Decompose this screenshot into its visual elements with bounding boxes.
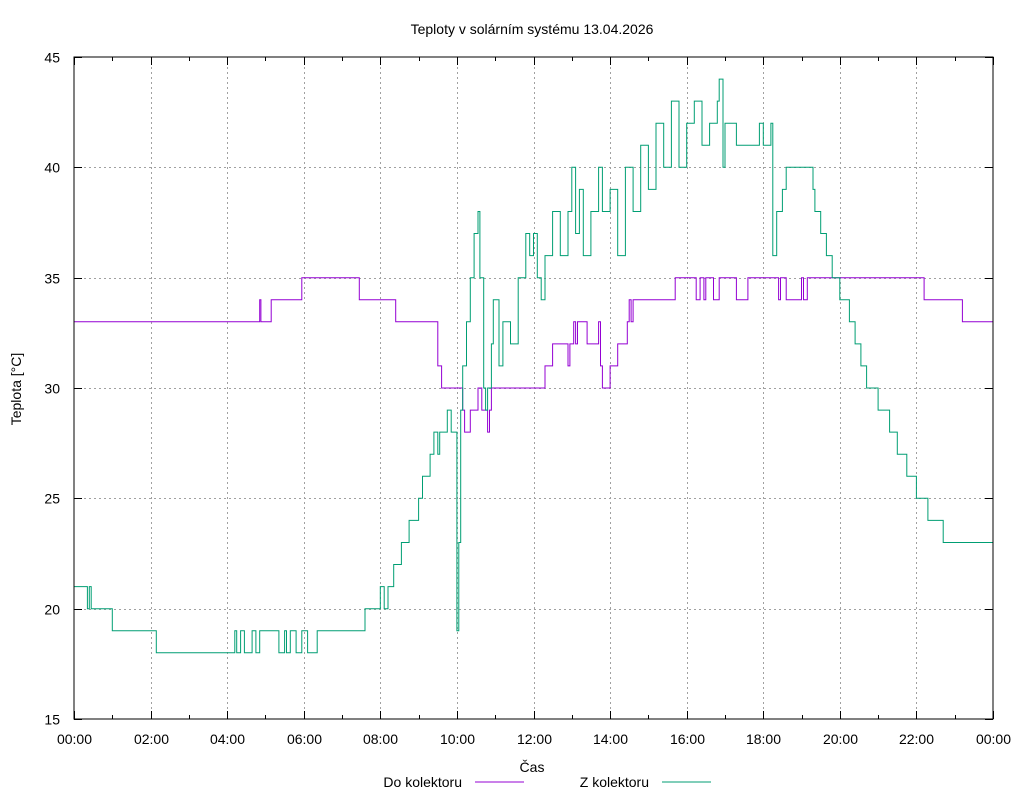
y-tick-label: 35 [44, 271, 60, 287]
x-axis-tick-labels: 00:00 02:00 04:00 06:00 08:00 10:00 12:00 14:00… [57, 731, 1011, 747]
y-axis-label: Teplota [°C] [8, 353, 24, 426]
x-tick-label: 08:00 [363, 731, 398, 747]
x-tick-label: 16:00 [670, 731, 705, 747]
x-tick-label: 10:00 [440, 731, 475, 747]
plot-frame [73, 56, 994, 720]
y-axis-tick-labels: 15 20 25 30 35 40 45 [44, 50, 60, 728]
series-line-do-kolektoru [74, 277, 993, 433]
x-tick-label: 20:00 [823, 731, 858, 747]
x-tick-label: 00:00 [976, 731, 1011, 747]
series-line-z-kolektoru [74, 78, 993, 654]
x-tick-label: 04:00 [210, 731, 245, 747]
plot-series [74, 78, 993, 654]
y-tick-label: 15 [44, 712, 60, 728]
x-tick-label: 00:00 [57, 731, 92, 747]
legend: Do kolektoru Z kolektoru [383, 774, 711, 790]
y-tick-label: 30 [44, 381, 60, 397]
x-tick-label: 22:00 [899, 731, 934, 747]
x-tick-label: 14:00 [593, 731, 628, 747]
x-tick-label: 18:00 [746, 731, 781, 747]
chart-title: Teploty v solárním systému 13.04.2026 [411, 21, 654, 37]
y-tick-label: 45 [44, 50, 60, 66]
y-tick-label: 20 [44, 602, 60, 618]
x-tick-label: 06:00 [287, 731, 322, 747]
legend-label-do-kolektoru: Do kolektoru [383, 774, 462, 790]
y-tick-label: 25 [44, 491, 60, 507]
x-tick-label: 12:00 [517, 731, 552, 747]
legend-label-z-kolektoru: Z kolektoru [580, 774, 649, 790]
x-tick-label: 02:00 [134, 731, 169, 747]
y-tick-label: 40 [44, 160, 60, 176]
x-axis-label: Čas [520, 759, 545, 775]
